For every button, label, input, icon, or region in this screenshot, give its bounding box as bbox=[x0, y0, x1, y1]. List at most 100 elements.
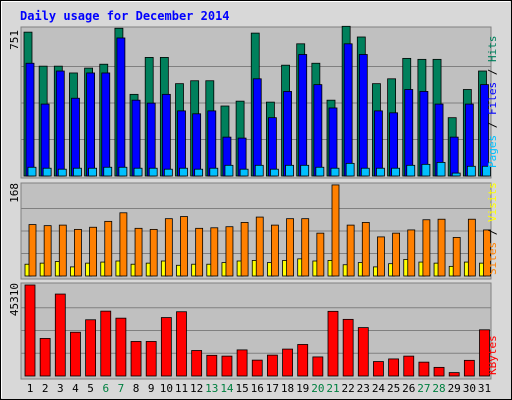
pages-bar-3 bbox=[57, 168, 67, 177]
visits-bar-2 bbox=[43, 225, 52, 277]
visits-bar-8 bbox=[134, 227, 143, 277]
kbytes-bar-31 bbox=[479, 329, 490, 377]
kbytes-bar-3 bbox=[54, 293, 66, 377]
visits-bar-14 bbox=[225, 226, 234, 277]
files-bar-30 bbox=[464, 103, 474, 177]
hits-max-label: 751 bbox=[8, 30, 21, 50]
kbytes-bar-10 bbox=[160, 317, 172, 377]
legend-kbytes: KBytes bbox=[486, 335, 499, 375]
files-bar-22 bbox=[343, 43, 353, 177]
day-label-17: 17 bbox=[266, 382, 279, 395]
kbytes-bar-16 bbox=[251, 359, 263, 377]
chart-title: Daily usage for December 2014 bbox=[20, 9, 230, 23]
pages-bar-16 bbox=[254, 164, 264, 177]
kbytes-bar-29 bbox=[448, 372, 460, 377]
visits-bar-6 bbox=[104, 220, 113, 277]
files-bar-11 bbox=[177, 110, 186, 177]
kbytes-bar-26 bbox=[403, 355, 415, 377]
day-label-26: 26 bbox=[402, 382, 415, 395]
day-label-30: 30 bbox=[463, 382, 476, 395]
visits-bar-15 bbox=[240, 222, 249, 277]
pages-bar-25 bbox=[391, 167, 401, 177]
kbytes-bar-14 bbox=[221, 355, 233, 377]
pages-bar-29 bbox=[451, 172, 461, 177]
kbytes-bar-12 bbox=[191, 350, 203, 377]
kbytes-bar-1 bbox=[24, 284, 36, 377]
day-label-14: 14 bbox=[220, 382, 234, 395]
kbytes-bar-13 bbox=[206, 354, 218, 377]
kbytes-bar-17 bbox=[266, 354, 278, 377]
kbytes-bar-19 bbox=[297, 344, 309, 377]
visits-bar-13 bbox=[210, 227, 219, 277]
pages-bar-22 bbox=[345, 162, 355, 177]
bar-marks bbox=[23, 25, 491, 377]
pages-bar-1 bbox=[27, 166, 37, 177]
pages-bar-20 bbox=[315, 166, 325, 177]
pages-bar-9 bbox=[148, 167, 158, 177]
visits-panel-legend: Sites / Visits bbox=[486, 182, 499, 275]
legend-separator-3: / bbox=[486, 222, 499, 242]
day-label-8: 8 bbox=[133, 382, 140, 395]
visits-bar-5 bbox=[89, 226, 97, 277]
visits-bar-22 bbox=[346, 224, 355, 277]
pages-bar-28 bbox=[436, 161, 446, 177]
pages-bar-5 bbox=[88, 167, 97, 177]
files-bar-5 bbox=[86, 72, 95, 177]
kbytes-bar-25 bbox=[388, 358, 400, 377]
files-bar-24 bbox=[374, 110, 383, 177]
legend-pages: Pages bbox=[486, 135, 499, 168]
files-bar-12 bbox=[192, 113, 202, 177]
day-label-25: 25 bbox=[387, 382, 400, 395]
pages-bar-14 bbox=[224, 164, 234, 177]
day-label-6: 6 bbox=[102, 382, 109, 395]
kbytes-bar-22 bbox=[342, 318, 354, 377]
legend-visits: Visits bbox=[486, 182, 499, 222]
visits-bar-12 bbox=[195, 227, 204, 277]
files-bar-19 bbox=[298, 54, 308, 177]
kbytes-bar-2 bbox=[39, 338, 51, 377]
visits-bar-30 bbox=[467, 218, 476, 277]
files-bar-4 bbox=[71, 97, 80, 177]
legend-sites: Sites bbox=[486, 242, 499, 275]
day-label-29: 29 bbox=[448, 382, 461, 395]
kbytes-bar-15 bbox=[236, 349, 248, 377]
day-label-18: 18 bbox=[281, 382, 294, 395]
day-label-4: 4 bbox=[72, 382, 79, 395]
pages-bar-10 bbox=[163, 168, 173, 177]
files-bar-9 bbox=[146, 102, 156, 177]
files-bar-16 bbox=[252, 78, 262, 177]
files-bar-23 bbox=[358, 54, 368, 177]
day-label-24: 24 bbox=[372, 382, 386, 395]
visits-bar-1 bbox=[28, 224, 37, 277]
files-bar-18 bbox=[283, 91, 292, 177]
pages-bar-4 bbox=[73, 167, 82, 177]
visits-bar-27 bbox=[422, 219, 431, 277]
hits-panel-legend: Pages / Files / Hits bbox=[486, 36, 499, 169]
day-label-10: 10 bbox=[160, 382, 173, 395]
kbytes-bar-6 bbox=[100, 310, 112, 377]
day-label-5: 5 bbox=[87, 382, 94, 395]
day-label-2: 2 bbox=[42, 382, 49, 395]
kbytes-bar-21 bbox=[327, 310, 339, 377]
files-bar-3 bbox=[55, 70, 65, 177]
day-label-3: 3 bbox=[57, 382, 64, 395]
day-label-12: 12 bbox=[190, 382, 203, 395]
files-bar-29 bbox=[449, 136, 459, 177]
day-label-31: 31 bbox=[478, 382, 491, 395]
visits-bar-3 bbox=[58, 224, 67, 277]
pages-bar-24 bbox=[376, 167, 385, 177]
kbytes-panel-legend: KBytes bbox=[486, 335, 499, 375]
visits-bar-29 bbox=[452, 237, 461, 277]
day-label-7: 7 bbox=[118, 382, 125, 395]
pages-bar-12 bbox=[194, 168, 204, 177]
kbytes-bar-20 bbox=[312, 356, 324, 377]
day-label-20: 20 bbox=[311, 382, 324, 395]
visits-bar-7 bbox=[119, 212, 128, 277]
visits-bar-26 bbox=[407, 229, 416, 277]
day-label-23: 23 bbox=[357, 382, 370, 395]
day-label-21: 21 bbox=[326, 382, 339, 395]
pages-bar-7 bbox=[118, 166, 128, 177]
kbytes-bar-30 bbox=[463, 359, 475, 377]
files-bar-25 bbox=[389, 112, 399, 177]
